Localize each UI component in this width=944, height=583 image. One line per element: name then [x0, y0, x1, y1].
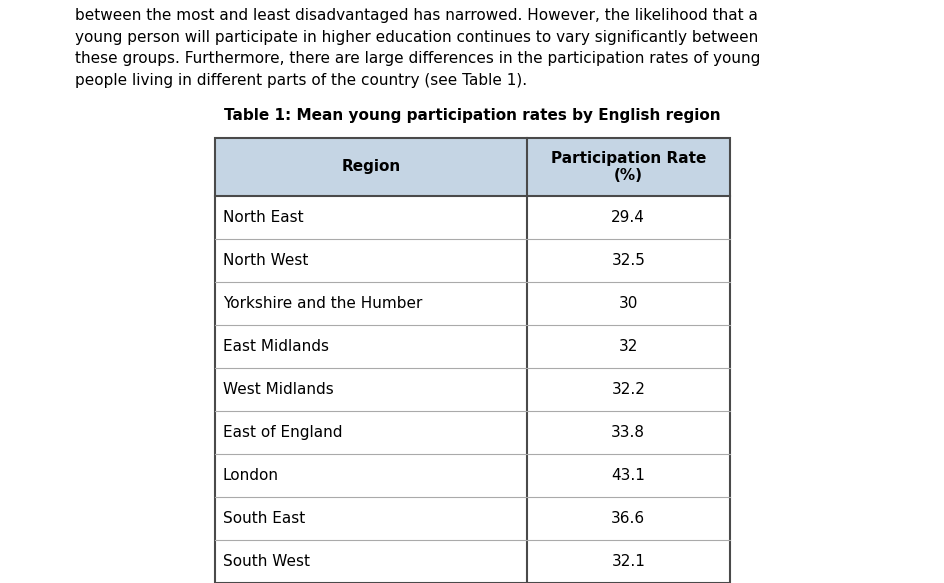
Text: between the most and least disadvantaged has narrowed. However, the likelihood t: between the most and least disadvantaged… [75, 8, 760, 88]
Text: 32.2: 32.2 [611, 382, 645, 397]
Text: Table 1: Mean young participation rates by English region: Table 1: Mean young participation rates … [224, 108, 720, 123]
Text: 32: 32 [618, 339, 637, 354]
Text: East Midlands: East Midlands [223, 339, 329, 354]
Text: 32.1: 32.1 [611, 554, 645, 569]
Text: Region: Region [341, 160, 400, 174]
Text: South East: South East [223, 511, 305, 526]
Text: 29.4: 29.4 [611, 210, 645, 225]
Text: North East: North East [223, 210, 303, 225]
Bar [215, 138, 729, 196]
Text: North West: North West [223, 253, 308, 268]
Text: 32.5: 32.5 [611, 253, 645, 268]
Bar [215, 138, 729, 583]
Text: 33.8: 33.8 [611, 425, 645, 440]
Text: Participation Rate
(%): Participation Rate (%) [550, 151, 705, 183]
Text: South West: South West [223, 554, 310, 569]
Text: 30: 30 [618, 296, 637, 311]
Text: West Midlands: West Midlands [223, 382, 333, 397]
Text: East of England: East of England [223, 425, 342, 440]
Text: 36.6: 36.6 [611, 511, 645, 526]
Text: Yorkshire and the Humber: Yorkshire and the Humber [223, 296, 422, 311]
Text: London: London [223, 468, 278, 483]
Text: 43.1: 43.1 [611, 468, 645, 483]
